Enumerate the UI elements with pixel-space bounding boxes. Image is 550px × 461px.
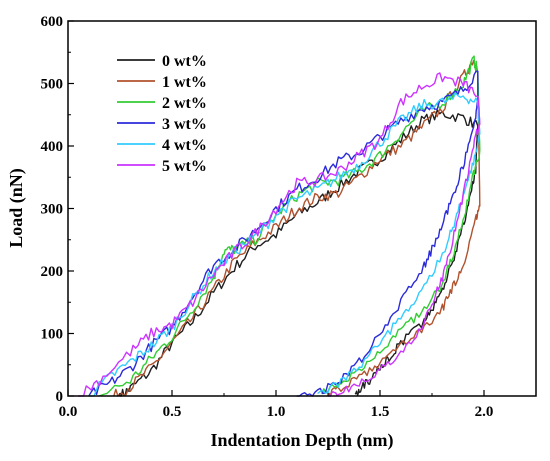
series-4-wt-loading-line (88, 92, 479, 397)
legend-label-1-wt: 1 wt% (162, 74, 207, 91)
x-tick-label: 2.0 (475, 404, 494, 420)
x-tick-label: 0.5 (163, 404, 182, 420)
x-tick-label: 1.5 (371, 404, 390, 420)
x-tick-label: 0.0 (59, 404, 78, 420)
y-axis-title: Load (nN) (6, 168, 27, 248)
legend: 0 wt% 1 wt% 2 wt% 3 wt% 4 wt% 5 wt% (117, 53, 207, 175)
y-tick-label: 200 (41, 264, 64, 280)
series-1-wt-loading-line (113, 59, 479, 397)
legend-label-4-wt: 4 wt% (162, 137, 207, 154)
y-tick-label: 100 (41, 327, 64, 343)
y-tick-label: 0 (56, 389, 64, 405)
series-5-wt-loading-line (78, 72, 478, 397)
series-5-wt-unloading-line (328, 95, 481, 397)
y-tick-label: 500 (41, 77, 64, 93)
legend-label-2-wt: 2 wt% (162, 95, 207, 112)
legend-label-3-wt: 3 wt% (162, 116, 207, 133)
x-tick-label: 1.0 (267, 404, 286, 420)
series-4-wt-unloading-line (317, 102, 481, 395)
y-tick-label: 600 (41, 14, 64, 30)
series-1-wt-unloading-line (327, 70, 481, 397)
legend-label-0-wt: 0 wt% (162, 53, 207, 70)
series-3-wt-unloading-line (296, 71, 479, 397)
ticks-layer: 0.0 0.5 1.0 1.5 2.0 0 100 200 300 400 500 600 (41, 14, 494, 420)
legend-label-5-wt: 5 wt% (162, 158, 207, 175)
series-3-wt-loading-line (88, 70, 478, 397)
x-axis-title: Indentation Depth (nm) (210, 430, 393, 451)
series-layer (78, 55, 481, 397)
y-tick-label: 400 (41, 139, 64, 155)
series-2-wt-unloading-line (321, 70, 481, 395)
y-tick-label: 300 (41, 202, 64, 218)
